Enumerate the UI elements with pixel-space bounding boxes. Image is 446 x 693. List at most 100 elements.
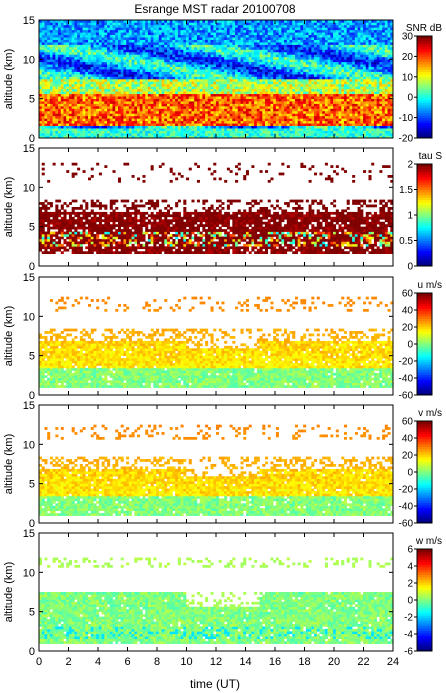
heatmap-cell [311,113,315,117]
heatmap-cell [117,91,121,95]
heatmap-cell [82,20,86,23]
heatmap-cell [305,135,309,139]
heatmap-cell [297,29,301,33]
heatmap-cell [262,51,266,55]
heatmap-cell [270,32,274,36]
heatmap-cell [120,34,124,38]
heatmap-cell [259,61,263,65]
heatmap-cell [186,32,190,36]
heatmap-cell [150,32,154,36]
heatmap-cell [251,56,255,60]
heatmap-cell [172,54,176,58]
heatmap-cell [229,42,233,45]
heatmap-cell [294,76,298,80]
heatmap-cell [120,96,124,99]
heatmap-cell [292,47,296,50]
heatmap-cell [243,44,247,48]
heatmap-cell [183,86,187,90]
heatmap-cell [216,133,220,136]
heatmap-cell [164,123,168,127]
heatmap-cell [117,98,121,102]
heatmap-cell [88,113,92,117]
heatmap-cell [47,49,51,53]
heatmap-cell [319,130,323,134]
heatmap-cell [180,115,184,119]
heatmap-cell [77,76,81,80]
heatmap-cell [68,74,72,77]
heatmap-cell [109,88,113,92]
heatmap-cell [289,125,293,129]
heatmap-cell [205,86,209,90]
heatmap-cell [308,86,312,90]
heatmap-cell [77,61,81,65]
heatmap-cell [199,101,203,104]
heatmap-cell [314,56,318,60]
heatmap-cell [139,120,143,124]
heatmap-cell [79,34,83,38]
heatmap-cell [147,69,151,72]
heatmap-cell [202,130,206,134]
heatmap-cell [123,64,127,68]
heatmap-cell [39,96,43,99]
heatmap-cell [153,98,157,102]
heatmap-cell [96,66,100,70]
heatmap-cell [210,91,214,95]
heatmap-cell [98,79,102,82]
heatmap-cell [161,64,165,68]
heatmap-cell [66,106,70,109]
heatmap-cell [158,22,162,26]
heatmap-cell [251,118,255,122]
heatmap-cell [265,93,269,97]
heatmap-cell [224,108,228,112]
heatmap-cell [294,115,298,119]
heatmap-cell [134,86,138,90]
heatmap-cell [294,128,298,131]
heatmap-cell [278,98,282,102]
heatmap-cell [166,37,170,40]
heatmap-cell [166,106,170,109]
heatmap-cell [115,115,119,119]
heatmap-cell [281,32,285,36]
heatmap-cell [156,128,160,131]
heatmap-cell [205,32,209,36]
heatmap-cell [254,69,258,72]
heatmap-cell [224,135,228,139]
heatmap-cell [300,27,304,31]
heatmap-cell [158,29,162,33]
heatmap-cell [107,81,111,85]
heatmap-cell [286,47,290,50]
heatmap-cell [90,130,94,134]
heatmap-cell [281,64,285,68]
heatmap-cell [205,81,209,85]
heatmap-cell [245,118,249,122]
heatmap-cell [254,42,258,45]
heatmap-cell [265,59,269,63]
heatmap-cell [66,61,70,65]
heatmap-cell [109,74,113,77]
heatmap-cell [273,74,277,77]
heatmap-cell [150,76,154,80]
heatmap-cell [123,125,127,129]
heatmap-cell [177,81,181,85]
heatmap-cell [265,110,269,114]
heatmap-cell [137,88,141,92]
heatmap-cell [74,71,78,75]
heatmap-cell [39,51,43,55]
heatmap-cell [123,66,127,70]
heatmap-cell [150,91,154,95]
heatmap-cell [52,125,56,129]
heatmap-cell [213,29,217,33]
heatmap-cell [41,115,45,119]
heatmap-cell [88,47,92,50]
heatmap-cell [104,130,108,134]
heatmap-cell [265,113,269,117]
heatmap-cell [273,81,277,85]
heatmap-cell [286,110,290,114]
heatmap-cell [107,110,111,114]
heatmap-cell [262,133,266,136]
heatmap-cell [229,88,233,92]
heatmap-cell [191,51,195,55]
heatmap-cell [281,44,285,48]
heatmap-cell [289,83,293,87]
heatmap-cell [205,135,209,139]
